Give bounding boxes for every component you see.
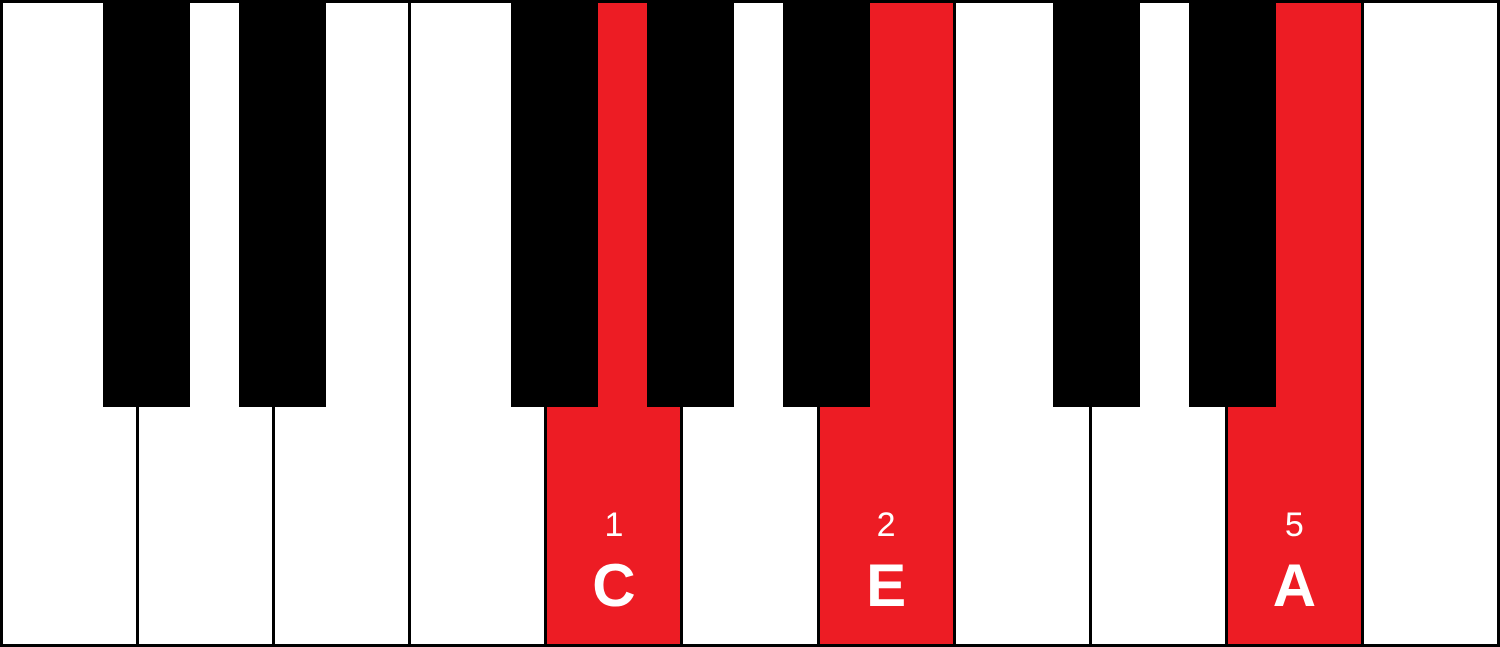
finger-number: 2 (877, 508, 896, 542)
black-key-4 (783, 3, 870, 407)
piano-keyboard: 1 C 2 E 5 A (0, 0, 1500, 647)
white-key-10 (1364, 3, 1497, 644)
black-key-6 (1189, 3, 1276, 407)
finger-number: 5 (1285, 508, 1304, 542)
note-label: E (866, 556, 906, 616)
black-key-3 (647, 3, 734, 407)
black-key-0 (103, 3, 190, 407)
black-key-2 (511, 3, 598, 407)
note-label: C (592, 556, 635, 616)
black-key-1 (239, 3, 326, 407)
black-key-5 (1053, 3, 1140, 407)
finger-number: 1 (604, 508, 623, 542)
note-label: A (1273, 556, 1316, 616)
